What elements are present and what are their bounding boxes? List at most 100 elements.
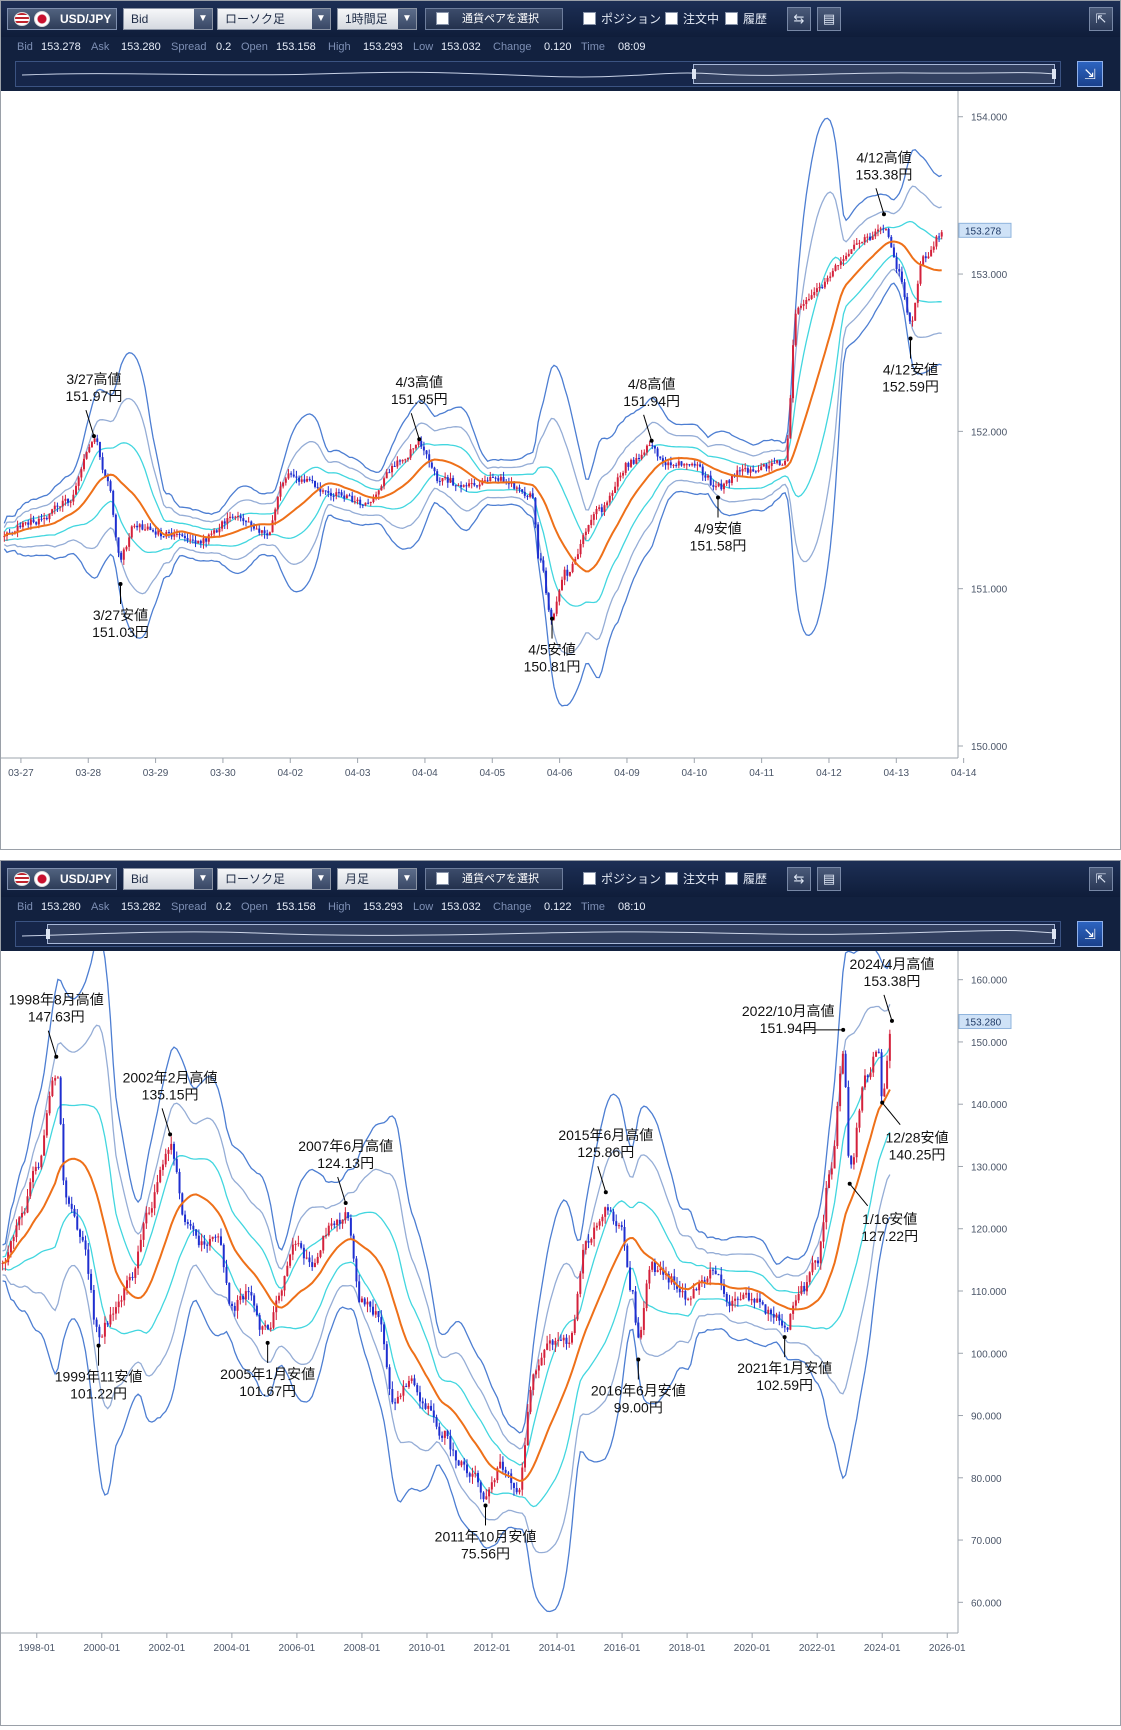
annotation-label: 2022/10月高値 xyxy=(742,1003,835,1019)
x-tick-label: 2000-01 xyxy=(83,1643,120,1654)
collapse-icon[interactable]: ⇱ xyxy=(1089,867,1113,891)
history-checkbox[interactable] xyxy=(725,12,738,25)
annotation-label: 4/3高値 xyxy=(396,374,443,390)
candle-body xyxy=(863,1075,866,1088)
y-tick-label: 151.000 xyxy=(971,585,1008,596)
price-type-select[interactable]: Bid ▼ xyxy=(123,868,213,890)
annotation-arrowhead xyxy=(265,1340,270,1345)
navigator-track[interactable] xyxy=(15,921,1061,947)
position-checkbox[interactable] xyxy=(583,12,596,25)
candle-body xyxy=(573,1319,576,1334)
candle-body xyxy=(213,530,216,534)
candle-body xyxy=(539,558,542,561)
candle-body xyxy=(377,1311,380,1318)
chevron-down-icon: ▼ xyxy=(312,869,330,889)
candle-body xyxy=(612,1211,615,1222)
collapse-icon[interactable]: ⇱ xyxy=(1089,7,1113,31)
pair-select-checkbox[interactable] xyxy=(436,872,449,885)
pair-select-button[interactable]: 通貨ペアを選択 xyxy=(425,8,563,30)
annotation-arrowhead xyxy=(881,212,886,217)
price-type-value: Bid xyxy=(131,872,149,886)
navigator-handle-left[interactable] xyxy=(692,69,696,79)
candle-body xyxy=(741,468,744,472)
history-checkbox[interactable] xyxy=(725,872,738,885)
navigator-handle-left[interactable] xyxy=(46,929,50,939)
candle-body xyxy=(709,475,712,486)
bid-value: 153.278 xyxy=(41,41,81,53)
chart-style-select[interactable]: ローソク足 ▼ xyxy=(217,868,331,890)
candle-body xyxy=(409,449,412,458)
candle-body xyxy=(356,499,359,502)
chart-settings-icon[interactable]: ⇆ xyxy=(787,867,811,891)
candle-body xyxy=(637,1322,640,1338)
candle-body xyxy=(338,1219,341,1224)
chevron-down-icon: ▼ xyxy=(194,869,212,889)
currency-pair-button[interactable]: USD/JPY xyxy=(7,868,117,890)
price-chart[interactable]: 150.000 151.000 152.000 153.000 154.000 03-27… xyxy=(1,91,1120,849)
candle-body xyxy=(120,552,123,560)
candle-body xyxy=(587,1241,590,1243)
position-checkbox[interactable] xyxy=(583,872,596,885)
candle-body xyxy=(883,1088,886,1097)
candle-body xyxy=(490,1482,493,1490)
candle-body xyxy=(609,1210,612,1212)
candle-body xyxy=(194,540,197,544)
candle-body xyxy=(715,486,718,488)
candle-body xyxy=(37,1166,40,1168)
navigator-track[interactable] xyxy=(15,61,1061,87)
candle-body xyxy=(250,521,253,527)
candlestick-chart-hourly[interactable]: 150.000 151.000 152.000 153.000 154.000 03-27… xyxy=(1,91,1120,849)
candle-body xyxy=(828,1174,831,1188)
navigator-selection[interactable] xyxy=(692,64,1056,84)
orders-checkbox[interactable] xyxy=(665,872,678,885)
candle-body xyxy=(252,526,255,529)
timeframe-select[interactable]: 月足 ▼ xyxy=(337,868,417,890)
candle-body xyxy=(884,228,887,230)
candle-body xyxy=(543,1349,546,1358)
candle-body xyxy=(372,497,375,503)
candle-body xyxy=(446,1430,449,1437)
x-tick-label: 04-04 xyxy=(412,768,438,779)
timeframe-select[interactable]: 1時間足 ▼ xyxy=(337,8,417,30)
navigator-handle-right[interactable] xyxy=(1052,929,1056,939)
chevron-down-icon: ▼ xyxy=(398,869,416,889)
currency-pair-button[interactable]: USD/JPY xyxy=(7,8,117,30)
candle-body xyxy=(16,525,19,532)
navigator-selection[interactable] xyxy=(46,924,1056,944)
candle-body xyxy=(231,516,234,518)
candle-body xyxy=(526,1411,529,1446)
candle-body xyxy=(435,1417,438,1427)
window-icon[interactable]: ▤ xyxy=(817,7,841,31)
chart-settings-icon[interactable]: ⇆ xyxy=(787,7,811,31)
navigator-handle-right[interactable] xyxy=(1052,69,1056,79)
candle-body xyxy=(555,601,558,614)
fit-chart-icon[interactable]: ⇲ xyxy=(1077,921,1103,947)
price-type-select[interactable]: Bid ▼ xyxy=(123,8,213,30)
pair-select-checkbox[interactable] xyxy=(436,12,449,25)
candle-body xyxy=(77,477,80,486)
candle-body xyxy=(348,495,351,497)
candle-body xyxy=(279,486,282,497)
japan-flag-icon xyxy=(34,871,50,887)
candle-body xyxy=(938,236,941,238)
annotation-arrow-line xyxy=(161,1108,171,1135)
x-tick-label: 03-27 xyxy=(8,768,34,779)
candle-body xyxy=(276,496,279,510)
annotation-label: 2002年2月高値 xyxy=(123,1069,218,1085)
candle-body xyxy=(775,1314,778,1318)
fit-chart-icon[interactable]: ⇲ xyxy=(1077,61,1103,87)
x-tick-label: 2022-01 xyxy=(799,1643,836,1654)
candle-body xyxy=(67,1197,70,1204)
orders-checkbox[interactable] xyxy=(665,12,678,25)
current-price-label: 153.280 xyxy=(965,1018,1002,1029)
candle-body xyxy=(452,1449,455,1451)
pair-select-button[interactable]: 通貨ペアを選択 xyxy=(425,868,563,890)
high-value: 153.293 xyxy=(363,41,403,53)
candle-body xyxy=(486,480,489,482)
window-icon[interactable]: ▤ xyxy=(817,867,841,891)
candle-body xyxy=(792,345,795,399)
candle-body xyxy=(695,1289,698,1291)
price-chart[interactable]: 60.000 70.000 80.000 90.000 100.000 110.000 12… xyxy=(1,935,1120,1725)
chart-style-select[interactable]: ローソク足 ▼ xyxy=(217,8,331,30)
candlestick-chart-monthly[interactable]: 60.000 70.000 80.000 90.000 100.000 110.000 12… xyxy=(1,935,1120,1725)
